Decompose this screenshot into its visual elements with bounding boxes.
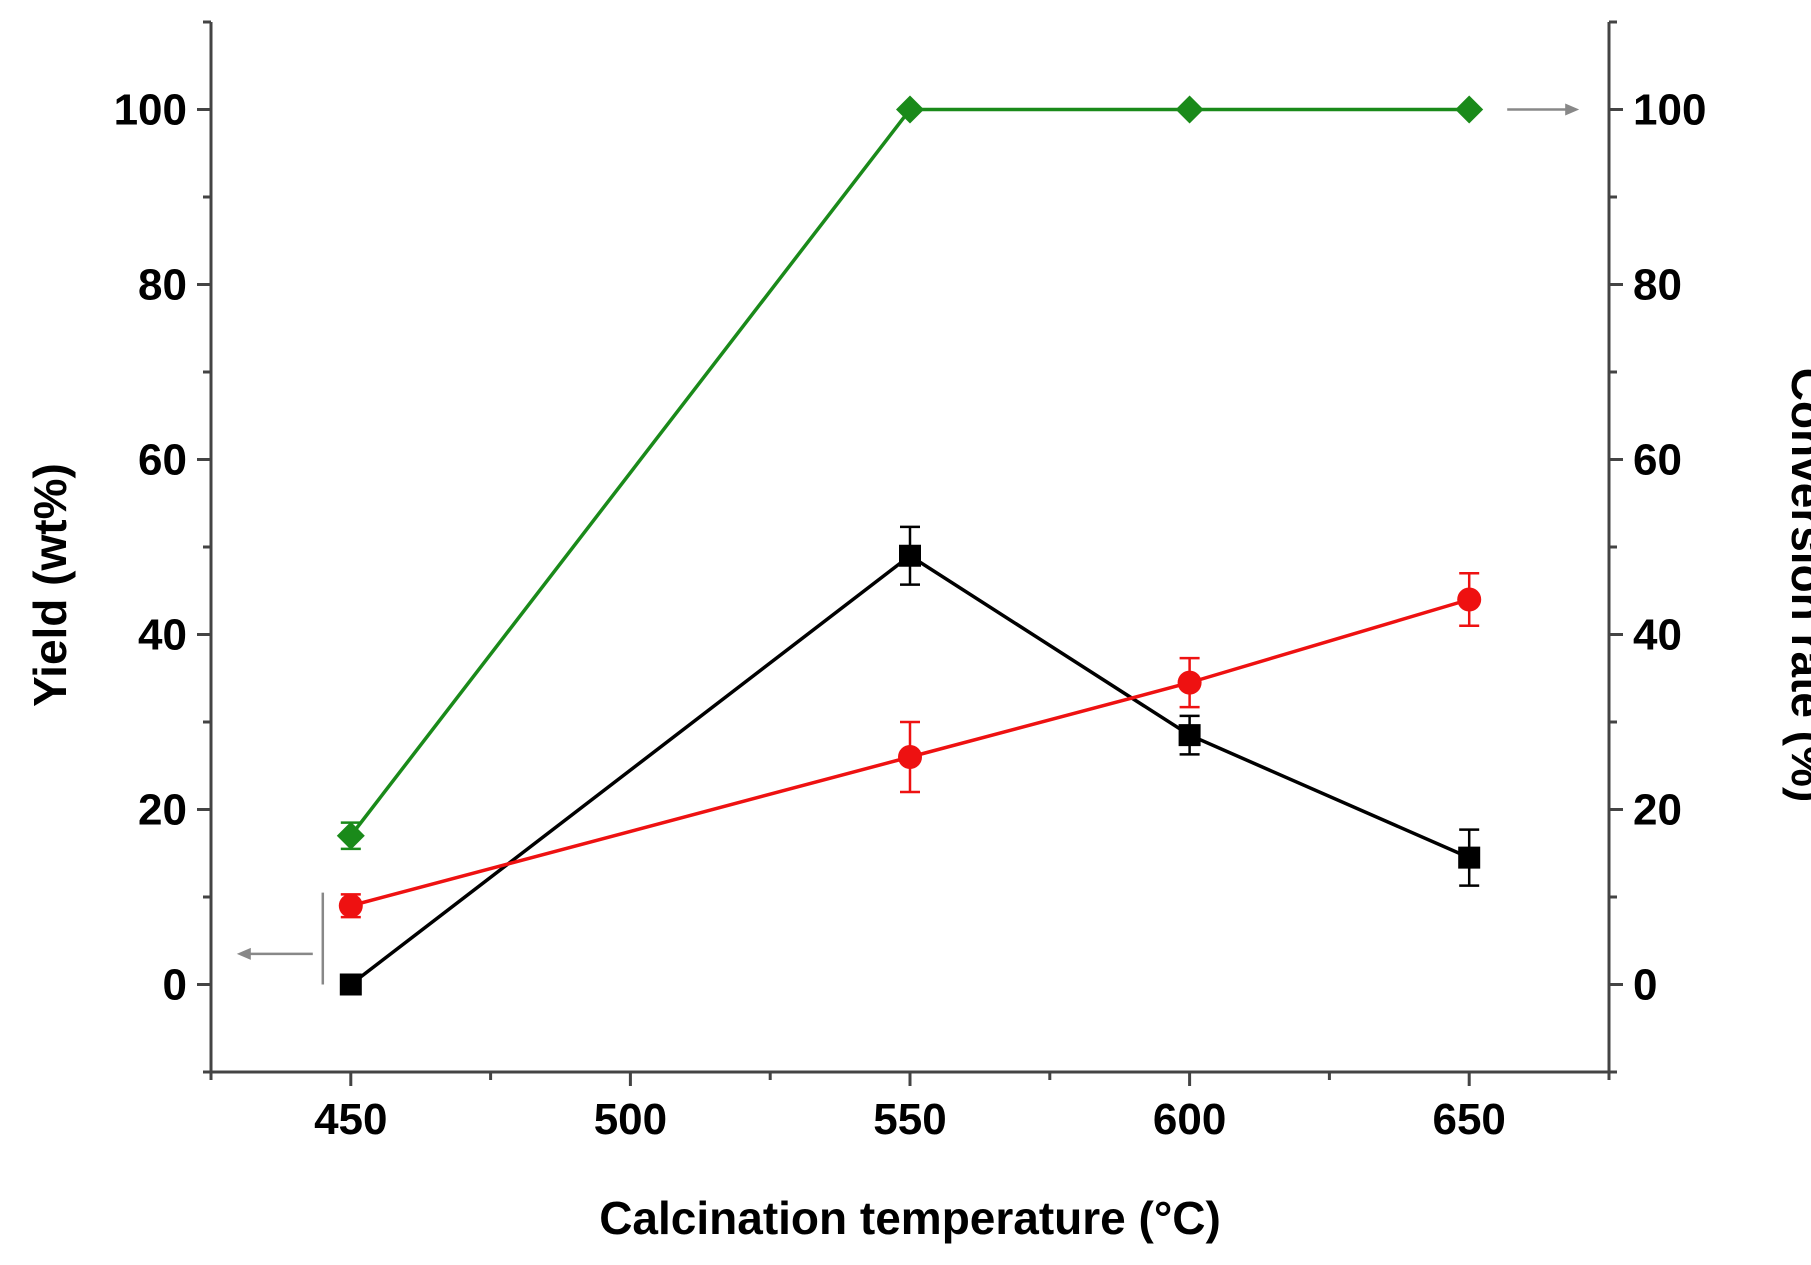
data-point-square <box>1178 724 1201 747</box>
y-right-tick-label: 60 <box>1633 436 1682 485</box>
y-axis-title-left: Yield (wt%) <box>24 463 76 707</box>
data-point-diamond <box>896 95 924 124</box>
y-right-tick-label: 0 <box>1633 961 1657 1010</box>
y-axis-title-right: Conversion rate (%) <box>1782 368 1811 803</box>
x-tick-label: 600 <box>1153 1095 1226 1144</box>
y-left-tick-label: 80 <box>138 261 187 310</box>
series-diamond <box>336 95 1484 851</box>
right-arrow-head <box>1565 103 1580 116</box>
data-point-circle <box>338 893 363 918</box>
series-line <box>350 597 1470 908</box>
ticks <box>197 20 1623 1086</box>
y-left-tick-label: 100 <box>114 86 187 135</box>
x-tick-label: 550 <box>873 1095 946 1144</box>
left-arrow-head <box>236 947 251 960</box>
x-axis-title: Calcination temperature (°C) <box>599 1192 1221 1244</box>
series-circle <box>338 572 1482 919</box>
series-line <box>349 107 1470 837</box>
y-left-tick-label: 40 <box>138 611 187 660</box>
y-left-tick-label: 0 <box>163 961 187 1010</box>
data-point-square <box>1458 846 1481 869</box>
y-left-tick-label: 20 <box>138 786 187 835</box>
series-line <box>349 553 1470 986</box>
x-tick-label: 500 <box>594 1095 667 1144</box>
data-point-circle <box>1177 670 1202 695</box>
annotations <box>236 103 1580 985</box>
y-right-tick-label: 80 <box>1633 261 1682 310</box>
y-right-tick-label: 40 <box>1633 611 1682 660</box>
data-point-diamond <box>1455 95 1484 124</box>
x-tick-label: 650 <box>1432 1095 1505 1144</box>
y-left-tick-label: 60 <box>138 436 187 485</box>
series-group <box>336 95 1484 996</box>
tick-labels: 450 500 550 600 650 0 0 20 20 40 40 60 60 80 80 100 100 <box>114 86 1707 1145</box>
data-point-diamond <box>336 821 365 850</box>
y-right-tick-label: 100 <box>1633 86 1706 135</box>
data-point-square <box>339 973 362 996</box>
data-point-square <box>899 544 921 567</box>
series-square <box>339 525 1481 996</box>
y-right-tick-label: 20 <box>1633 786 1682 835</box>
x-tick-label: 450 <box>314 1095 387 1144</box>
data-point-circle <box>1457 587 1482 612</box>
data-point-diamond <box>1175 95 1204 124</box>
data-point-circle <box>898 745 922 769</box>
